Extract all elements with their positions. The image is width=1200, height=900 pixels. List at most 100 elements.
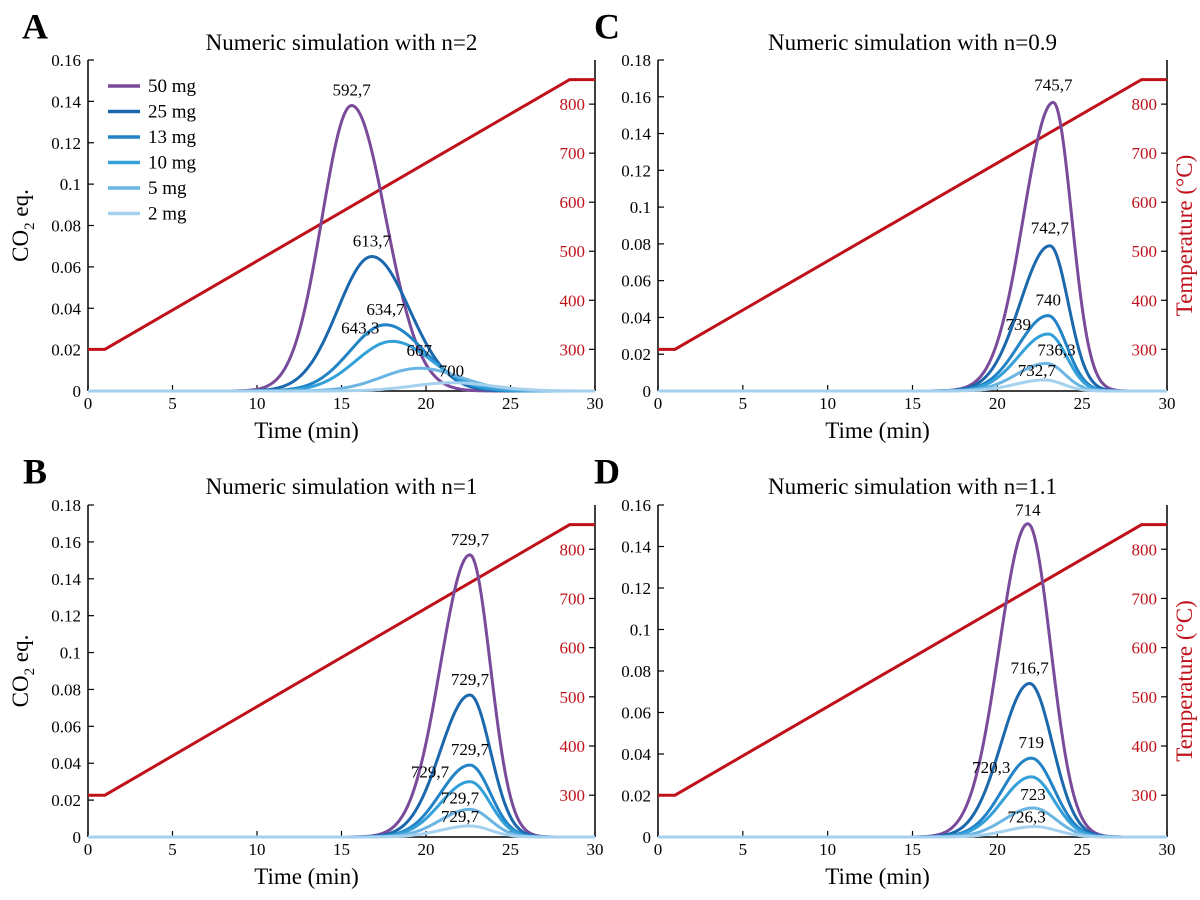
y-tick-label: 0.14 xyxy=(51,570,81,589)
x-axis-label: Time (min) xyxy=(254,864,359,889)
series-line-10-mg xyxy=(88,339,595,393)
y-tick-label: 0.06 xyxy=(51,717,81,736)
y2-tick-label: 700 xyxy=(560,589,586,608)
legend-label: 5 mg xyxy=(148,178,187,199)
series-line-2-mg xyxy=(658,378,1167,393)
y2-tick-label: 300 xyxy=(1132,786,1158,805)
y-tick-label: 0 xyxy=(643,828,652,847)
peak-label: 700 xyxy=(439,362,465,381)
series-line-25-mg xyxy=(658,244,1167,393)
y2-tick-label: 700 xyxy=(1132,589,1158,608)
y-axis-label: CO2 eq. xyxy=(8,635,38,708)
temperature-ramp-line xyxy=(658,523,1167,797)
series-line-10-mg xyxy=(658,332,1167,393)
panel-letter: A xyxy=(22,6,48,46)
y2-tick-label: 700 xyxy=(560,144,586,163)
y2-tick-label: 800 xyxy=(560,540,586,559)
x-axis-label: Time (min) xyxy=(825,864,930,889)
x-tick-label: 30 xyxy=(1159,394,1176,413)
x-axis-label: Time (min) xyxy=(825,418,930,443)
x-tick-label: 5 xyxy=(739,840,748,859)
series-line-2-mg xyxy=(88,381,595,393)
y-tick-label: 0.08 xyxy=(51,217,81,236)
chart-panel-c: C Numeric simulation with n=0.9 0 5 10 15 20 25… xyxy=(594,6,1197,443)
y-tick-label: 0.02 xyxy=(51,791,81,810)
y2-tick-label: 300 xyxy=(560,340,586,359)
peak-label: 634,7 xyxy=(366,300,405,319)
peak-label: 729,7 xyxy=(441,788,480,807)
peak-label: 592,7 xyxy=(333,81,372,100)
x-tick-label: 0 xyxy=(654,394,663,413)
peak-label: 742,7 xyxy=(1031,219,1070,238)
y2-tick-label: 800 xyxy=(1132,540,1158,559)
x-tick-label: 15 xyxy=(333,840,350,859)
y2-tick-label: 600 xyxy=(1132,639,1158,658)
y2-tick-label: 400 xyxy=(560,737,586,756)
x-tick-label: 5 xyxy=(168,840,177,859)
chart-panel-a: A Numeric simulation with n=2 0 5 10 15 20 25 30… xyxy=(8,6,604,443)
temperature-ramp-line xyxy=(658,78,1167,351)
peak-label: 726,3 xyxy=(1008,808,1046,827)
x-tick-label: 30 xyxy=(587,840,604,859)
y2-tick-label: 500 xyxy=(1132,688,1158,707)
peak-label: 740 xyxy=(1035,291,1061,310)
peak-label: 729,7 xyxy=(451,670,490,689)
y2-tick-label: 500 xyxy=(1132,242,1158,261)
x-tick-label: 5 xyxy=(168,394,177,413)
y-tick-label: 0.06 xyxy=(51,258,81,277)
peak-label: 723 xyxy=(1020,785,1046,804)
panel-letter: C xyxy=(594,6,620,46)
x-tick-label: 30 xyxy=(1159,840,1176,859)
x-tick-label: 10 xyxy=(249,394,266,413)
series-line-13-mg xyxy=(88,763,595,839)
y2-tick-label: 500 xyxy=(560,242,586,261)
series-line-50-mg xyxy=(658,522,1167,839)
y-tick-label: 0.04 xyxy=(621,745,651,764)
x-tick-label: 20 xyxy=(989,840,1006,859)
y2-tick-label: 600 xyxy=(560,193,586,212)
y-tick-label: 0.12 xyxy=(51,134,81,153)
x-axis-label: Time (min) xyxy=(254,418,359,443)
y-tick-label: 0.04 xyxy=(51,754,81,773)
y-tick-label: 0.14 xyxy=(621,538,651,557)
x-tick-label: 25 xyxy=(502,394,519,413)
chart-title: Numeric simulation with n=1.1 xyxy=(768,474,1057,499)
y-tick-label: 0 xyxy=(643,382,652,401)
peak-label: 729,7 xyxy=(451,740,490,759)
peak-label: 716,7 xyxy=(1010,658,1049,677)
y-tick-label: 0.16 xyxy=(51,533,81,552)
peak-label: 729,7 xyxy=(411,763,450,782)
legend-label: 2 mg xyxy=(148,204,187,225)
y-tick-label: 0.14 xyxy=(621,125,651,144)
y-tick-label: 0.06 xyxy=(621,272,651,291)
y-tick-label: 0.02 xyxy=(621,345,651,364)
y2-tick-label: 600 xyxy=(1132,193,1158,212)
y2-tick-label: 300 xyxy=(560,786,586,805)
y-tick-label: 0.1 xyxy=(630,198,651,217)
y-tick-label: 0.16 xyxy=(621,88,651,107)
y2-axis-label: Temperature (°C) xyxy=(1172,155,1197,316)
peak-label: 745,7 xyxy=(1034,75,1073,94)
x-tick-label: 25 xyxy=(1074,394,1091,413)
peak-label: 729,7 xyxy=(441,807,480,826)
temperature-ramp-line xyxy=(88,78,595,351)
series-line-50-mg xyxy=(88,553,595,839)
x-tick-label: 10 xyxy=(249,840,266,859)
y2-tick-label: 300 xyxy=(1132,340,1158,359)
y-tick-label: 0.08 xyxy=(621,235,651,254)
chart-title: Numeric simulation with n=0.9 xyxy=(768,30,1057,55)
peak-label: 739 xyxy=(1005,315,1031,334)
peak-label: 719 xyxy=(1019,733,1045,752)
series-line-13-mg xyxy=(658,756,1167,839)
y-tick-label: 0.18 xyxy=(51,496,81,515)
y2-tick-label: 500 xyxy=(560,688,586,707)
series-line-2-mg xyxy=(88,824,595,839)
x-tick-label: 15 xyxy=(904,840,921,859)
y-tick-label: 0.12 xyxy=(621,579,651,598)
x-tick-label: 5 xyxy=(739,394,748,413)
y-tick-label: 0.18 xyxy=(621,51,651,70)
panel-letter: B xyxy=(23,451,47,491)
x-tick-label: 20 xyxy=(418,840,435,859)
y-tick-label: 0.04 xyxy=(51,299,81,318)
